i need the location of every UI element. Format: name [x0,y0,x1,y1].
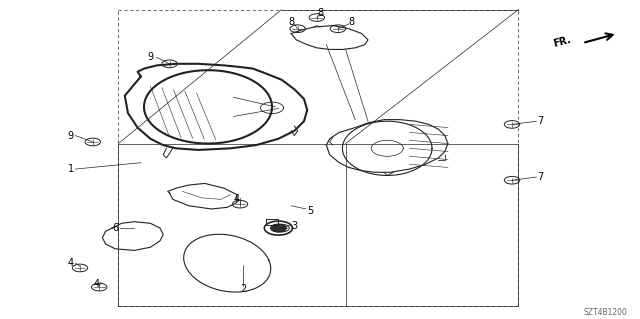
Text: 4: 4 [234,194,240,204]
Text: 8: 8 [317,8,323,18]
Text: 4: 4 [93,279,99,289]
Text: 4: 4 [67,258,74,268]
Circle shape [271,224,286,232]
Text: SZT4B1200: SZT4B1200 [583,308,627,317]
Text: 8: 8 [349,17,355,27]
Text: 3: 3 [291,221,298,232]
Text: 7: 7 [538,116,544,126]
Text: 1: 1 [67,164,74,174]
Text: 2: 2 [240,284,246,294]
Text: 5: 5 [307,205,314,216]
Text: 7: 7 [538,172,544,182]
Text: 9: 9 [147,52,154,63]
Text: FR.: FR. [552,34,572,48]
Text: 9: 9 [67,130,74,141]
Text: 8: 8 [288,17,294,27]
Text: 6: 6 [112,223,118,233]
